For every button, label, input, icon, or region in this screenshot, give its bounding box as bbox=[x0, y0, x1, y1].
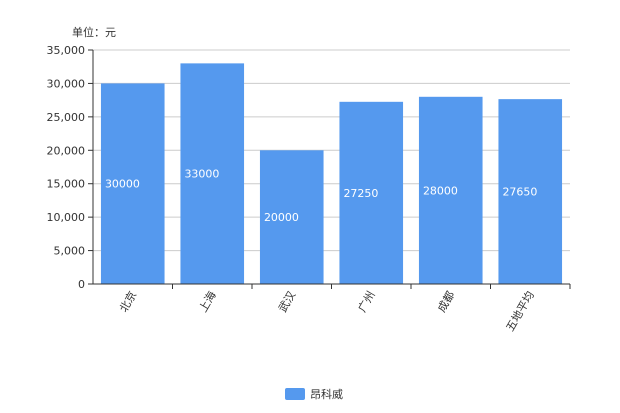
data-label: 33000 bbox=[184, 168, 219, 181]
y-tick-label: 30,000 bbox=[47, 77, 86, 90]
x-tick-label: 北京 bbox=[116, 289, 139, 315]
x-tick-label: 武汉 bbox=[276, 289, 298, 315]
unit-label: 单位：元 bbox=[72, 25, 116, 39]
x-tick-label: 五地平均 bbox=[504, 289, 537, 334]
y-tick-label: 35,000 bbox=[47, 44, 86, 57]
x-tick-label: 成都 bbox=[435, 289, 457, 315]
bar[interactable] bbox=[418, 96, 483, 284]
legend-swatch bbox=[285, 388, 305, 400]
y-tick-label: 25,000 bbox=[47, 111, 86, 124]
legend-label: 昂科威 bbox=[310, 387, 343, 401]
data-label: 30000 bbox=[105, 178, 140, 191]
legend[interactable]: 昂科威 bbox=[285, 387, 343, 401]
y-tick-label: 20,000 bbox=[47, 144, 86, 157]
bars: 30000 33000 20000 27250 28000 27650 bbox=[100, 63, 563, 284]
data-label: 27650 bbox=[502, 186, 537, 199]
y-tick-label: 15,000 bbox=[47, 178, 86, 191]
y-tick-label: 10,000 bbox=[47, 211, 86, 224]
data-label: 27250 bbox=[343, 187, 378, 200]
grid bbox=[93, 49, 570, 252]
bar[interactable] bbox=[259, 150, 324, 284]
x-tick-label: 广州 bbox=[356, 289, 378, 315]
y-axis: 0 5,000 10,000 15,000 20,000 25,000 30,000 35,0… bbox=[47, 44, 94, 291]
y-tick-label: 5,000 bbox=[54, 245, 86, 258]
bar[interactable] bbox=[180, 63, 245, 284]
data-label: 20000 bbox=[264, 211, 299, 224]
data-label: 28000 bbox=[423, 184, 458, 197]
bar[interactable] bbox=[498, 99, 563, 284]
bar[interactable] bbox=[339, 101, 404, 284]
x-tick-label: 上海 bbox=[196, 289, 219, 315]
y-tick-label: 0 bbox=[78, 278, 85, 291]
x-axis: 北京 上海 武汉 广州 成都 五地平均 bbox=[93, 283, 571, 334]
bar[interactable] bbox=[100, 83, 165, 284]
